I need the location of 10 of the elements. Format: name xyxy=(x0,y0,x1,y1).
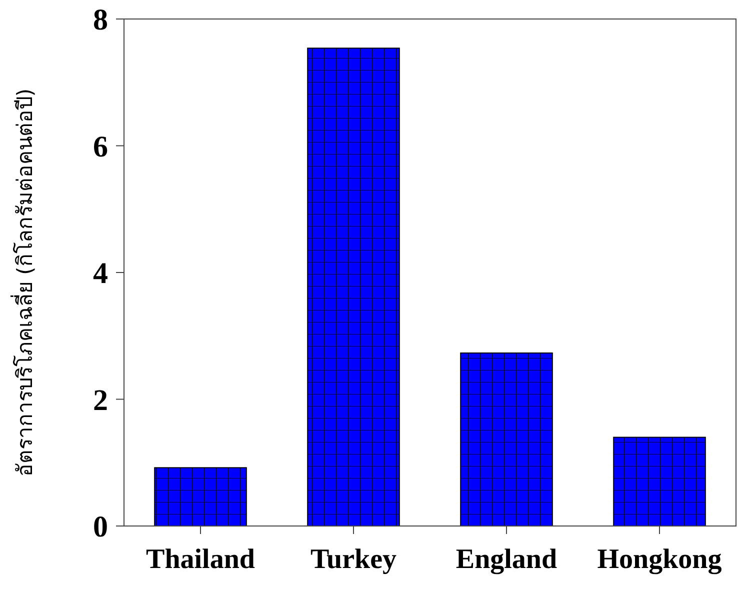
x-tick-label: Thailand xyxy=(146,544,256,575)
x-tick-label: Hongkong xyxy=(597,544,722,575)
y-axis-title: อัตราการบริโภคเฉลี่ย (กิโลกรัมต่อคนต่อปี) xyxy=(10,88,37,477)
y-tick-label: 6 xyxy=(93,130,108,164)
x-tick-label: England xyxy=(456,544,558,575)
y-tick-label: 4 xyxy=(93,257,108,290)
x-tick-label: Turkey xyxy=(310,544,397,575)
y-tick-label: 8 xyxy=(93,4,108,36)
y-tick-label: 2 xyxy=(93,384,108,417)
y-tick-label: 0 xyxy=(93,510,108,544)
